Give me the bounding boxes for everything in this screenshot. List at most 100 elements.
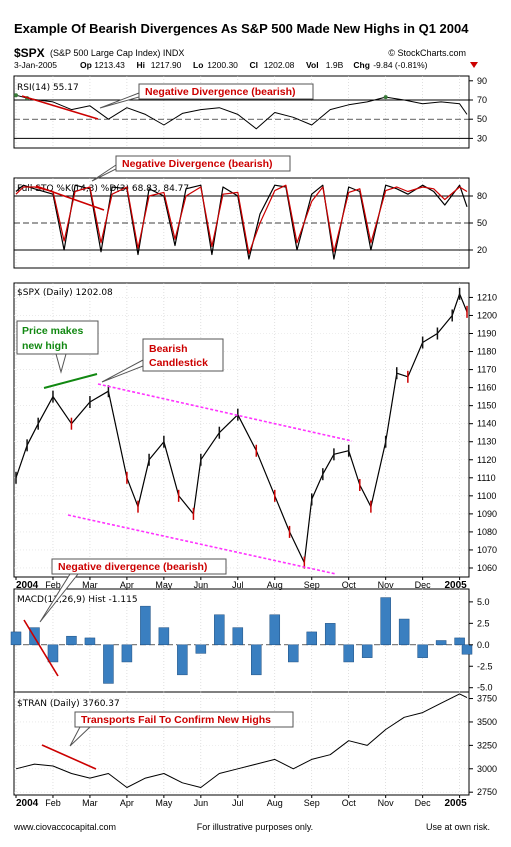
y-tick-label: 1060	[477, 563, 497, 573]
x-tick-label: Sep	[304, 580, 320, 590]
y-tick-label: 1150	[477, 401, 496, 411]
rsi-overbought-mark	[383, 95, 388, 100]
rsi-divergence-line	[21, 95, 99, 120]
symbol-name: (S&P 500 Large Cap Index) INDX	[50, 48, 184, 58]
macd-hist-bar	[103, 644, 114, 684]
macd-hist-bar	[417, 644, 428, 658]
upper-trendline	[97, 383, 353, 442]
sto-series-line	[15, 184, 468, 255]
quote-value: 1202.08	[264, 60, 295, 70]
footer-risk: Use at own risk.	[426, 822, 490, 832]
y-tick-label: 2750	[477, 787, 497, 797]
y-tick-labels: 90 70 50 30 80 50 20 1210 1200 1190 1180 1170 1160 11…	[469, 76, 497, 797]
x-tick-label: Jun	[194, 798, 209, 808]
tran-label: $TRAN (Daily) 3760.37	[17, 699, 120, 709]
y-tick-label: 1070	[477, 545, 497, 555]
change-down-icon	[470, 62, 478, 68]
y-tick-label: 1120	[477, 455, 496, 465]
macd-label: MACD(12,26,9) Hist -1.115	[17, 595, 138, 605]
quote-label: Op	[80, 60, 92, 70]
y-tick-label: 1080	[477, 527, 497, 537]
y-tick-label: 3500	[477, 717, 497, 727]
macd-hist-bar	[47, 644, 59, 663]
sto-divergence-text: Negative Divergence (bearish)	[122, 158, 273, 170]
y-tick-label: 20	[477, 245, 487, 255]
macd-hist-bar	[461, 644, 473, 655]
x-tick-label: Jul	[232, 798, 244, 808]
x-tick-label: Jun	[194, 580, 209, 590]
y-tick-label: 1130	[477, 437, 496, 447]
quote-value: 1213.43	[94, 60, 125, 70]
macd-hist-bar	[361, 644, 373, 658]
y-tick-label: 1170	[477, 365, 496, 375]
footer-disclaimer: For illustrative purposes only.	[197, 822, 313, 832]
y-tick-label: 1210	[477, 292, 497, 302]
quote-label: Lo	[193, 60, 203, 70]
y-tick-label: 3250	[477, 740, 497, 750]
y-tick-label: 2.5	[477, 618, 490, 628]
y-tick-label: 1200	[477, 310, 497, 320]
quote-value: 1200.30	[207, 60, 238, 70]
x-tick-label: Aug	[267, 798, 283, 808]
x-tick-label: 2005	[444, 580, 467, 591]
quote-value: 1217.90	[151, 60, 182, 70]
x-tick-label: May	[155, 798, 173, 808]
y-tick-label: -5.0	[477, 683, 493, 693]
rsi-panel-frame	[13, 75, 470, 149]
candlestick-text-line2: Candlestick	[149, 357, 208, 369]
y-tick-label: 80	[477, 191, 487, 201]
quote-date: 3-Jan-2005	[14, 60, 57, 70]
x-tick-label: Oct	[342, 580, 357, 590]
macd-hist-bar	[195, 644, 207, 654]
sto-label: Full STO %K(14,3) %D(3) 68.83, 84.77	[17, 184, 189, 194]
tran-panel-frame	[13, 691, 470, 796]
macd-hist-bar	[343, 644, 354, 663]
tran-divergence-line	[41, 744, 97, 770]
sto-divergence-line	[35, 185, 105, 211]
quote-label: Cl	[250, 60, 259, 70]
candlestick-callout: Bearish Candlestick	[101, 338, 224, 383]
macd-divergence-line	[23, 619, 59, 677]
x-tick-label: Oct	[342, 798, 357, 808]
y-tick-label: 50	[477, 114, 487, 124]
new-high-text-line2: new high	[22, 340, 68, 352]
x-tick-label: Jul	[232, 580, 244, 590]
macd-hist-bar	[66, 635, 77, 646]
rsi-divergence-text: Negative Divergence (bearish)	[145, 86, 296, 98]
tran-series-line	[15, 693, 468, 788]
y-tick-label: 1110	[477, 473, 496, 483]
y-tick-label: 1190	[477, 329, 496, 339]
x-tick-label: Feb	[45, 580, 61, 590]
macd-hist-bar	[10, 631, 22, 646]
x-tick-labels: 2004 2004 Feb Feb Mar Mar Apr Apr May May Jun Jun Ju…	[15, 577, 467, 809]
x-tick-label: Apr	[120, 798, 134, 808]
spx-series-line	[15, 293, 468, 564]
y-tick-label: 1180	[477, 347, 496, 357]
rsi-label: RSI(14) 55.17	[17, 83, 79, 93]
y-tick-label: -2.5	[477, 661, 493, 671]
x-tick-label: Mar	[82, 798, 98, 808]
macd-hist-bar	[306, 631, 317, 646]
x-tick-label: Sep	[304, 798, 320, 808]
footer-site: www.ciovaccocapital.com	[13, 822, 116, 832]
x-tick-label: Mar	[82, 580, 98, 590]
x-tick-label: 2004	[16, 580, 39, 591]
macd-hist-bar	[121, 644, 133, 663]
quote-value: -9.84 (-0.81%)	[373, 60, 427, 70]
new-high-callout: Price makes new high	[16, 320, 99, 374]
x-tick-label: 2004	[16, 798, 39, 809]
x-tick-label: Dec	[415, 580, 432, 590]
macd-hist-bar	[269, 614, 281, 646]
x-tick-label: Feb	[45, 798, 61, 808]
x-tick-label: Apr	[120, 580, 134, 590]
macd-divergence-callout: Negative divergence (bearish)	[39, 558, 227, 623]
y-tick-label: 1090	[477, 509, 497, 519]
spx-label: $SPX (Daily) 1202.08	[17, 288, 113, 298]
macd-hist-bar	[177, 644, 188, 676]
macd-hist-bar	[158, 627, 170, 646]
y-tick-label: 50	[477, 218, 487, 228]
y-tick-label: 1140	[477, 419, 496, 429]
x-tick-label: 2005	[444, 798, 467, 809]
y-tick-label: 0.0	[477, 640, 490, 650]
tran-divergence-text: Transports Fail To Confirm New Highs	[81, 714, 271, 726]
